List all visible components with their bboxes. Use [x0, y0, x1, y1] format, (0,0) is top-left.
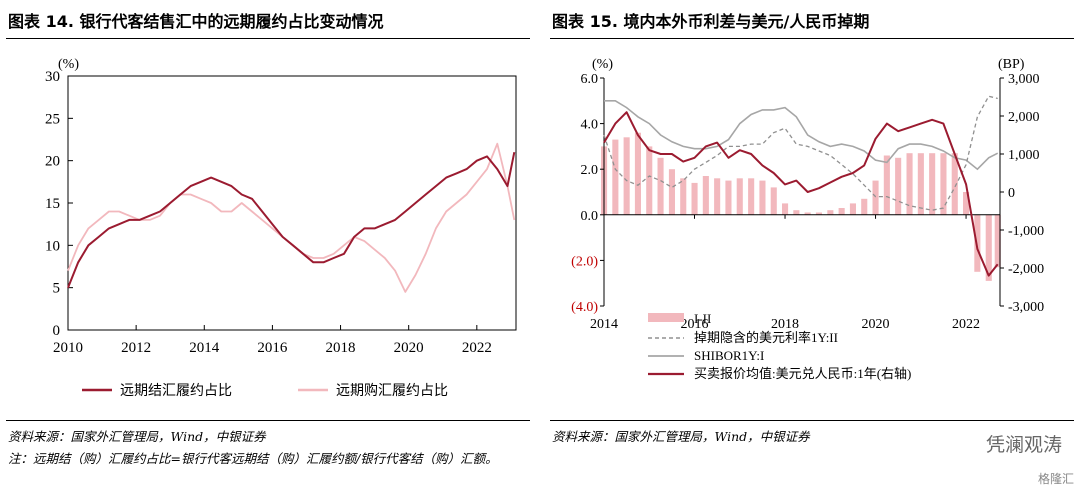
y-tick-label: 25 — [45, 111, 60, 127]
bar-I-II — [804, 212, 811, 215]
bar-I-II — [623, 137, 630, 215]
left-source-rule — [6, 420, 530, 421]
left-unit-label: (%) — [592, 57, 613, 72]
series-line-shibor — [604, 100, 999, 171]
bar-I-II — [849, 203, 856, 215]
x-tick-label: 2020 — [862, 317, 890, 332]
x-tick-label: 2016 — [257, 340, 288, 356]
bar-I-II — [736, 178, 743, 215]
right-y-tick-label: 1,000 — [1008, 148, 1040, 163]
left-y-tick-label: 0.0 — [581, 209, 599, 224]
y-tick-label: 0 — [53, 323, 61, 339]
series-line-implied-usd-rate — [603, 95, 998, 211]
bar-I-II — [680, 178, 687, 215]
bar-I-II — [827, 210, 834, 215]
left-title-rule — [6, 38, 530, 39]
right-panel: 图表 15. 境内本外币利差与美元/人民币掉期 (%) (BP) (4.0) (2.0… — [544, 0, 1080, 496]
right-y-tick-label: -3,000 — [1008, 300, 1044, 315]
right-y-tick-label: -1,000 — [1008, 224, 1044, 239]
right-y-tick-label: 0 — [1008, 186, 1015, 201]
bar-I-II — [929, 153, 936, 215]
right-y-tick-label: 2,000 — [1008, 110, 1040, 125]
bar-I-II — [782, 203, 789, 215]
x-tick-label: 2022 — [462, 340, 492, 356]
left-y-tick-label: (2.0) — [571, 254, 598, 269]
left-y-tick-label: 4.0 — [581, 118, 599, 133]
bar-I-II — [748, 178, 755, 215]
bar-I-II — [634, 132, 641, 215]
y-tick-label: 20 — [45, 154, 60, 170]
bar-I-II — [985, 214, 992, 281]
x-tick-label: 2020 — [394, 340, 424, 356]
right-unit-label: (BP) — [998, 57, 1025, 72]
left-chart-svg: (%) 0 5 10 15 20 25 30 2010 2012 2014 2016 2018 2020 2… — [45, 57, 517, 399]
plot-frame — [67, 75, 517, 331]
series-line-usdcny-swap — [603, 111, 999, 277]
series-line-forward-sell — [67, 152, 516, 289]
bar-I-II — [793, 210, 800, 215]
right-chart-title: 图表 15. 境内本外币利差与美元/人民币掉期 — [552, 12, 870, 31]
legend-swatch-I-II — [648, 313, 684, 322]
bar-I-II — [861, 198, 868, 215]
x-tick-label: 2014 — [189, 340, 220, 356]
bar-I-II — [838, 208, 845, 215]
watermark-name: 凭澜观涛 — [985, 434, 1062, 456]
legend-label-implied-usd-rate: 掉期隐含的美元利率1Y:II — [694, 330, 838, 345]
bar-I-II — [702, 176, 709, 215]
legend-label-usdcny-swap: 买卖报价均值:美元兑人民币:1年(右轴) — [694, 366, 911, 381]
bar-I-II — [883, 155, 890, 215]
bar-I-II — [691, 182, 698, 215]
bar-I-II — [725, 180, 732, 215]
y-tick-label: 10 — [45, 238, 60, 254]
bar-I-II — [906, 153, 913, 215]
left-y-tick-label: 6.0 — [581, 72, 599, 87]
y-tick-label: 5 — [53, 281, 61, 297]
y-tick-label: 30 — [45, 69, 60, 85]
legend-label-forward-sell: 远期结汇履约占比 — [120, 383, 232, 399]
bar-I-II — [668, 169, 675, 215]
x-tick-label: 2010 — [53, 340, 83, 356]
bar-I-II — [994, 214, 1001, 268]
bar-I-II — [815, 212, 822, 215]
x-tick-label: 2012 — [121, 340, 151, 356]
right-source-rule — [550, 420, 1074, 421]
bar-I-II — [759, 180, 766, 215]
series-line-forward-buy — [67, 142, 516, 293]
right-source: 资料来源：国家外汇管理局，Wind，中银证券 — [552, 429, 810, 444]
bar-I-II — [895, 157, 902, 215]
right-title-rule — [550, 38, 1074, 39]
x-tick-label: 2018 — [771, 317, 799, 332]
bar-I-II — [714, 178, 721, 215]
bar-I-II — [657, 157, 664, 215]
x-tick-label: 2016 — [681, 317, 709, 332]
y-unit-label: (%) — [58, 57, 79, 72]
left-note: 注：远期结（购）汇履约占比=银行代客远期结（购）汇履约额/银行代客结（购）汇额。 — [8, 451, 498, 466]
y-tick-label: 15 — [45, 196, 60, 212]
legend-label-forward-buy: 远期购汇履约占比 — [336, 383, 448, 399]
bar-I-II — [612, 139, 619, 215]
left-chart-title: 图表 14. 银行代客结售汇中的远期履约占比变动情况 — [8, 12, 384, 31]
right-y-tick-label: -2,000 — [1008, 262, 1044, 277]
bar-I-II — [917, 153, 924, 215]
x-tick-label: 2018 — [326, 340, 356, 356]
left-panel: 图表 14. 银行代客结售汇中的远期履约占比变动情况 (%) 0 5 10 15 20 25… — [0, 0, 536, 496]
right-y-tick-label: 3,000 — [1008, 72, 1040, 87]
left-y-tick-label: 2.0 — [581, 163, 599, 178]
watermark-brand: 格隆汇 — [1037, 472, 1074, 486]
bar-I-II — [940, 153, 947, 215]
legend-label-shibor: SHIBOR1Y:I — [694, 348, 764, 363]
right-chart-svg: (%) (BP) (4.0) (2.0) 0.0 2.0 4.0 6.0 -3,000 -2,00… — [571, 57, 1044, 381]
bar-I-II — [770, 187, 777, 215]
legend-label-I-II: I-II — [694, 311, 711, 326]
left-y-tick-label: (4.0) — [571, 300, 598, 315]
x-tick-label: 2014 — [590, 317, 618, 332]
left-source: 资料来源：国家外汇管理局，Wind，中银证券 — [8, 429, 266, 444]
x-tick-label: 2022 — [952, 317, 980, 332]
bar-I-II — [872, 180, 879, 215]
bar-I-II — [963, 192, 970, 215]
bar-I-II — [646, 146, 653, 215]
bar-I-II — [951, 153, 958, 215]
